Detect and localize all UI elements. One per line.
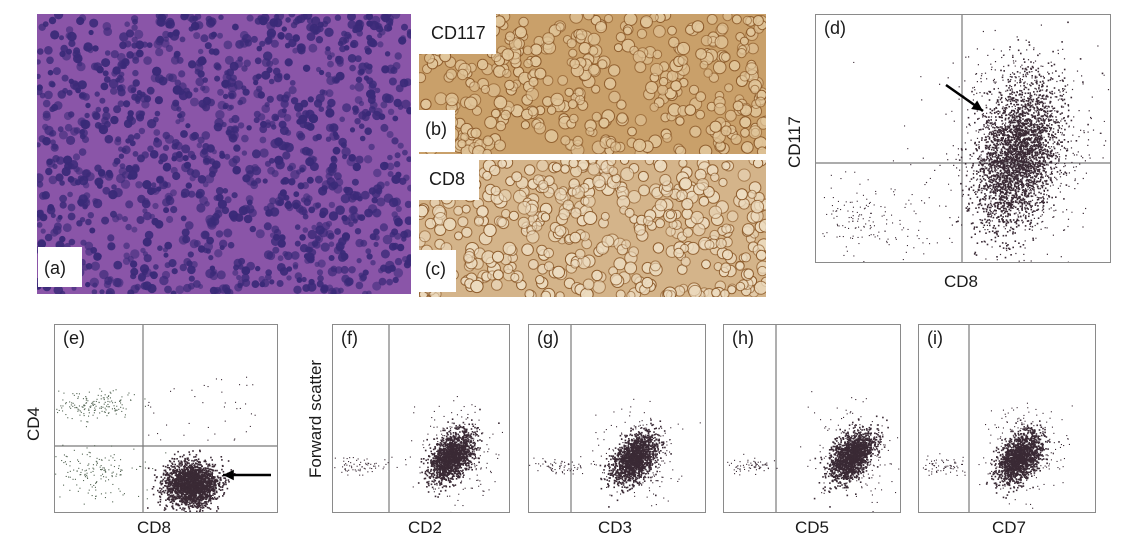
flow-plot-h: (h) xyxy=(723,324,901,513)
x-axis-label-d: CD8 xyxy=(944,272,979,291)
x-axis-label-e: CD8 xyxy=(137,518,172,537)
panel-label-d: (d) xyxy=(824,18,846,39)
y-axis-label-d: CD117 xyxy=(785,116,804,168)
stain-label-cd117: CD117 xyxy=(419,14,496,54)
panel-label-h: (h) xyxy=(732,328,754,349)
y-axis-label-e: CD4 xyxy=(24,406,43,441)
x-axis-label-f: CD2 xyxy=(408,518,443,537)
stain-label-cd8: CD8 xyxy=(419,160,480,200)
panel-label-b: (b) xyxy=(419,110,455,152)
flow-plot-f: (f) xyxy=(332,324,510,513)
x-axis-label-g: CD3 xyxy=(598,518,633,537)
panel-label-g: (g) xyxy=(537,328,559,349)
flow-plot-g: (g) xyxy=(528,324,706,513)
x-axis-label-i: CD7 xyxy=(992,518,1027,537)
panel-label-e: (e) xyxy=(63,328,85,349)
panel-label-f: (f) xyxy=(341,328,358,349)
flow-plot-e: (e) xyxy=(54,324,278,513)
y-axis-label-f: Forward scatter xyxy=(306,359,325,478)
x-axis-label-h: CD5 xyxy=(795,518,830,537)
panel-label-a: (a) xyxy=(38,247,82,287)
panel-label-i: (i) xyxy=(927,328,943,349)
he-histology-image xyxy=(37,14,411,294)
flow-plot-d: (d) xyxy=(815,14,1111,263)
arrow-icon xyxy=(223,469,271,481)
panel-label-c: (c) xyxy=(419,250,456,292)
arrow-icon xyxy=(945,83,984,113)
flow-plot-i: (i) xyxy=(918,324,1096,513)
